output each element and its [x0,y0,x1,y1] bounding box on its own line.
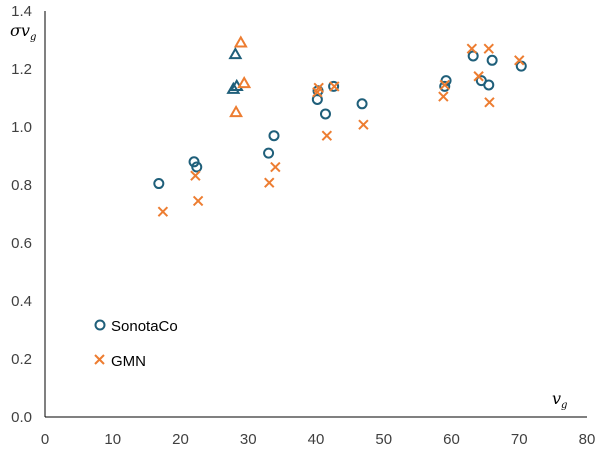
data-point-x [439,79,450,91]
data-point-circle [153,178,165,190]
data-point-x [438,91,449,102]
x-tick-label: 10 [104,431,121,448]
data-point-x [190,170,201,181]
data-point-circle [263,147,275,159]
y-tick-label: 0.0 [11,409,32,426]
data-point-x [264,177,275,188]
x-tick-label: 70 [511,431,528,448]
data-point-x [192,195,204,207]
x-tick-label: 30 [240,431,257,448]
data-point-circle [191,161,203,173]
data-point-circle [486,54,498,66]
y-tick-label: 1.4 [11,3,32,20]
data-point-triangle [229,104,244,118]
data-point-circle [483,79,495,91]
y-tick-label: 1.2 [11,61,32,78]
tick-labels: 0 10 20 30 40 50 60 70 80 0.0 0.2 0.4 0.6 0.8 1.0 1.2 1.… [11,3,595,448]
y-tick-label: 0.2 [11,351,32,368]
axes [44,11,587,418]
x-tick-label: 40 [308,431,325,448]
data-point-x [321,130,333,141]
data-point-triangle [228,46,243,60]
legend-label-sonotaco: SonotaCo [111,318,178,335]
data-point-circle [356,98,368,110]
data-point-x [466,43,478,54]
legend: SonotaCo GMN [94,318,178,370]
data-point-circle [319,108,331,120]
legend-marker-gmn [94,354,105,365]
y-tick-label: 0.8 [11,177,32,194]
data-point-x [329,81,340,92]
data-point-triangle [233,35,248,48]
data-point-circle [188,156,200,168]
data-point-circle [439,80,451,92]
data-point-x [312,86,323,98]
x-axis-title: vg [552,389,567,411]
x-tick-label: 80 [579,431,596,448]
x-tick-label: 20 [172,431,189,448]
data-point-x [514,55,525,66]
data-point-x [270,161,281,173]
data-point-circle [268,130,280,142]
data-point-triangle [226,81,241,94]
data-points [153,35,527,217]
data-point-x [484,97,495,108]
data-point-x [483,43,494,54]
data-point-triangle [237,75,252,89]
y-tick-label: 1.0 [11,119,32,136]
legend-label-gmn: GMN [111,353,146,370]
x-tick-label: 60 [443,431,460,448]
data-point-x [473,71,484,82]
data-point-x [358,119,369,130]
y-tick-label: 0.6 [11,235,32,252]
y-tick-label: 0.4 [11,293,32,310]
data-point-circle [328,80,340,92]
x-tick-label: 0 [41,431,49,448]
legend-marker-sonotaco [94,319,106,331]
x-tick-label: 50 [375,431,392,448]
y-axis-title: σvg [10,21,36,43]
data-point-x [157,206,169,217]
